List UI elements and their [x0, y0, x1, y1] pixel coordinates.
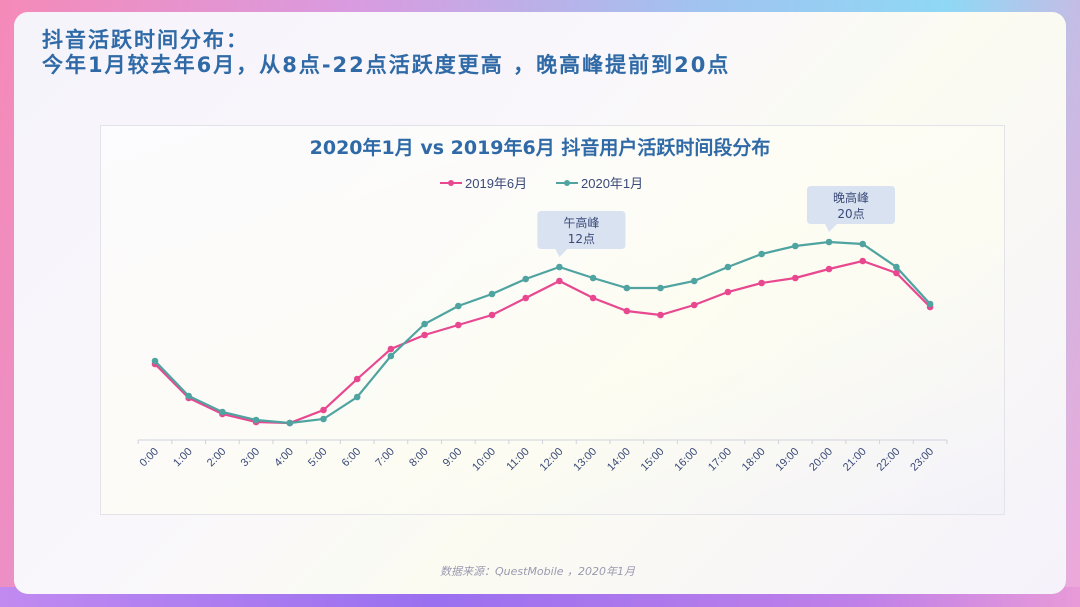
x-tick-label: 13:00 [571, 446, 599, 474]
x-tick-label: 7:00 [373, 446, 397, 470]
data-point [792, 242, 799, 250]
x-tick-label: 4:00 [272, 446, 296, 470]
x-tick-label: 9:00 [441, 446, 465, 470]
data-point [758, 279, 765, 287]
data-point [522, 294, 529, 302]
callout-bubble [807, 186, 895, 232]
x-tick-label: 14:00 [605, 446, 633, 474]
data-point [151, 357, 159, 365]
x-tick-label: 3:00 [239, 446, 263, 470]
x-tick-label: 6:00 [340, 446, 364, 470]
x-tick-label: 11:00 [504, 446, 531, 473]
legend-marker [448, 180, 454, 186]
x-tick-label: 18:00 [740, 446, 768, 474]
data-point [387, 352, 395, 360]
headline: 抖音活跃时间分布： 今年1月较去年6月，从8点-22点活跃度更高 ，晚高峰提前到… [42, 28, 730, 78]
x-tick-label: 0:00 [137, 446, 161, 470]
x-tick-label: 23:00 [908, 446, 936, 474]
data-point [859, 257, 866, 265]
data-point [825, 265, 833, 273]
source-note: 数据来源：QuestMobile ，2020年1月 [440, 565, 636, 578]
data-point [589, 294, 597, 302]
data-point [353, 393, 361, 401]
x-tick-label: 12:00 [538, 446, 566, 474]
data-point [286, 419, 294, 427]
data-point [926, 300, 934, 308]
data-point [488, 290, 496, 298]
data-point [690, 301, 698, 309]
data-point [421, 331, 428, 339]
x-tick-label: 16:00 [672, 446, 700, 474]
data-point [859, 240, 866, 248]
callout-bubble [537, 211, 626, 257]
x-tick-label: 8:00 [407, 446, 431, 470]
x-tick-label: 20:00 [807, 446, 835, 474]
data-point [623, 284, 631, 292]
data-point [421, 320, 428, 328]
x-tick-label: 1:00 [171, 446, 195, 470]
legend-label: 2020年1月 [581, 176, 643, 191]
data-point [893, 269, 900, 277]
x-tick-label: 21:00 [841, 446, 869, 474]
data-point [724, 263, 732, 271]
data-point [522, 275, 529, 283]
headline-line1: 抖音活跃时间分布： [42, 28, 249, 52]
x-tick-label: 17:00 [706, 446, 734, 474]
x-tick-label: 15:00 [639, 446, 667, 474]
legend-label: 2019年6月 [465, 176, 527, 191]
series-line-2020 [154, 240, 931, 425]
data-point [185, 392, 192, 400]
data-point [455, 302, 462, 310]
data-point [320, 415, 327, 423]
data-point [219, 408, 226, 416]
data-point [320, 406, 327, 414]
chart-title: 2020年1月 vs 2019年6月 抖音用户活跃时间段分布 [309, 137, 771, 159]
headline-line2: 今年1月较去年6月，从8点-22点活跃度更高 ，晚高峰提前到20点 [42, 53, 731, 77]
data-point [252, 416, 260, 424]
data-point [893, 263, 900, 271]
data-point [387, 345, 395, 353]
series-line-2019 [154, 259, 931, 425]
data-point [556, 277, 563, 285]
x-tick-label: 5:00 [306, 446, 330, 470]
data-point [589, 274, 597, 282]
x-tick-label: 19:00 [773, 446, 801, 474]
data-point [657, 311, 664, 319]
data-point [623, 307, 631, 315]
callout-line2: 20点 [837, 207, 864, 221]
data-point [825, 238, 833, 246]
callout-line2: 12点 [568, 232, 595, 246]
data-point [792, 274, 799, 282]
x-tick-label: 10:00 [470, 446, 498, 474]
data-point [657, 284, 664, 292]
data-point [353, 375, 361, 383]
callout-line1: 晚高峰 [833, 190, 869, 205]
data-point [758, 250, 765, 258]
legend-marker [564, 180, 570, 186]
data-point [455, 321, 462, 329]
x-tick-label: 2:00 [205, 446, 229, 470]
data-point [724, 288, 732, 296]
x-tick-label: 22:00 [875, 446, 903, 474]
data-point [488, 311, 496, 319]
callout-line1: 午高峰 [563, 215, 599, 230]
data-point [556, 263, 563, 271]
data-point [690, 277, 698, 285]
